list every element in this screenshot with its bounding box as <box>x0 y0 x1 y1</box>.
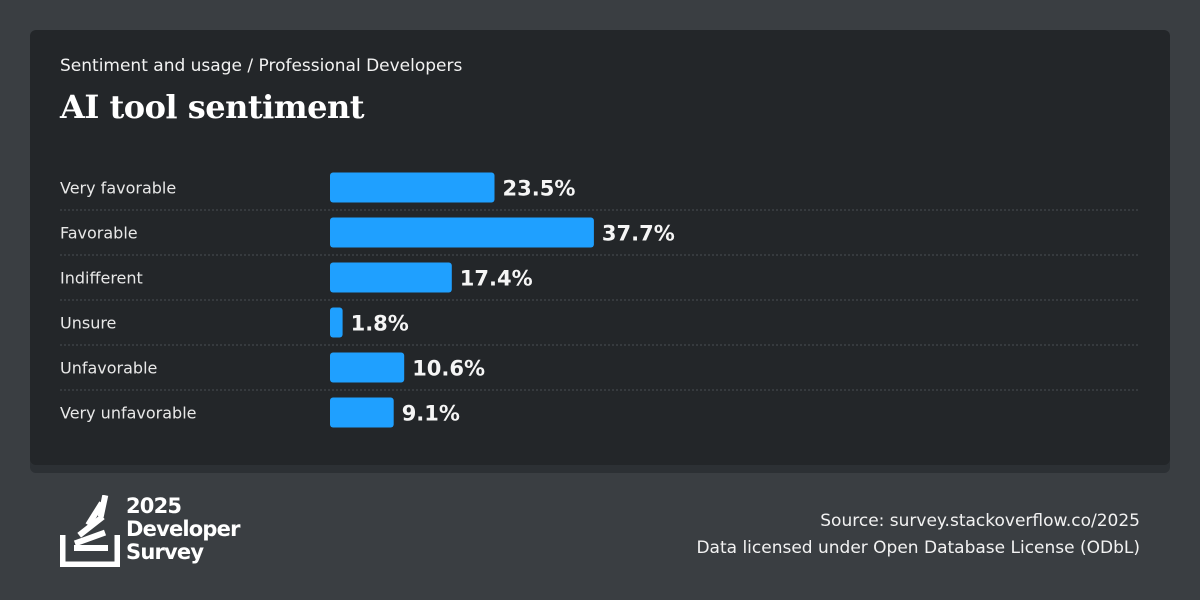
logo-line-year: 2025 <box>126 494 182 518</box>
bar-favorable <box>330 217 594 248</box>
value-label: 23.5% <box>503 177 576 201</box>
logo-wordmark: 2025 Developer Survey <box>126 495 240 564</box>
logo-line-developer: Developer <box>126 517 240 541</box>
chart-subtitle: Sentiment and usage / Professional Devel… <box>60 56 463 76</box>
value-label: 17.4% <box>460 267 533 291</box>
chart-title: AI tool sentiment <box>60 88 365 126</box>
category-label: Very unfavorable <box>60 404 196 423</box>
category-label: Favorable <box>60 224 138 243</box>
bar-indifferent <box>330 262 452 293</box>
logo-line-survey: Survey <box>126 540 204 564</box>
source-link[interactable]: Source: survey.stackoverflow.co/2025 <box>820 511 1140 531</box>
value-label: 37.7% <box>602 222 675 246</box>
value-label: 9.1% <box>402 402 460 426</box>
survey-logo: 2025 Developer Survey <box>58 494 260 575</box>
chart-card: Sentiment and usage / Professional Devel… <box>30 30 1170 465</box>
category-label: Very favorable <box>60 179 176 198</box>
value-label: 10.6% <box>412 357 485 381</box>
bar-unsure <box>330 307 343 338</box>
value-label: 1.8% <box>351 312 409 336</box>
bar-very-unfavorable <box>330 397 394 428</box>
stack-overflow-logo-icon <box>58 494 122 569</box>
source-block: Source: survey.stackoverflow.co/2025 Dat… <box>696 508 1140 562</box>
bar-chart: Very favorable 23.5% Favorable 37.7% Indiffe… <box>60 172 1140 428</box>
category-label: Indifferent <box>60 269 143 288</box>
category-label: Unfavorable <box>60 359 157 378</box>
license-text: Data licensed under Open Database Licens… <box>696 538 1140 558</box>
category-label: Unsure <box>60 314 116 333</box>
bar-unfavorable <box>330 352 405 383</box>
bar-very-favorable <box>330 172 495 203</box>
